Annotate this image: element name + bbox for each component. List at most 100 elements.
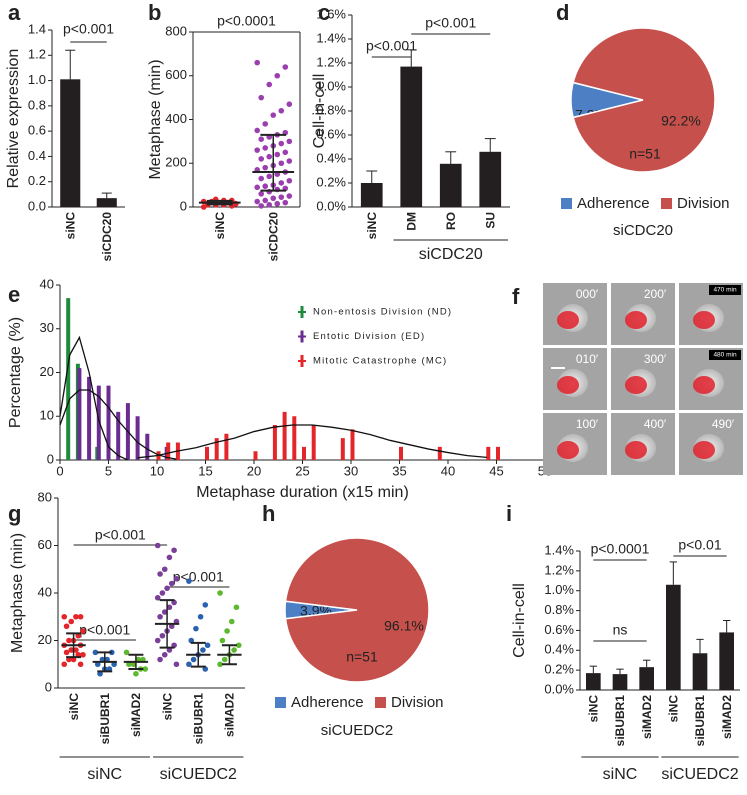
y-tick-label: 0 (180, 198, 187, 213)
x-tick-label: siCDC20 (266, 212, 280, 262)
y-tick-label: 0.8% (544, 602, 574, 617)
group-label: siCUEDC2 (160, 766, 237, 783)
legend-label: Non-entosis Division (ND) (313, 307, 452, 318)
data-point (173, 575, 180, 582)
legend-label: Adherence (577, 195, 650, 212)
data-point (262, 121, 269, 127)
y-axis-label: Percentage (%) (7, 317, 24, 428)
data-point (274, 200, 281, 207)
data-point (278, 140, 285, 147)
panel-letter: g (8, 501, 21, 526)
data-point (61, 613, 68, 620)
legend-label: Mitotic Catastrophe (MC) (313, 356, 447, 367)
y-tick-label: 0.4% (544, 642, 574, 657)
data-point (166, 604, 173, 611)
y-tick-label: 60 (38, 537, 52, 552)
y-tick-label: 0.0% (316, 198, 346, 213)
bar (612, 674, 628, 690)
y-tick-label: 0.4 (28, 148, 46, 163)
y-axis-label: Cell-in-cell (511, 583, 528, 658)
data-point (200, 647, 206, 653)
group-label: siCUEDC2 (661, 766, 738, 783)
y-tick-label: 1.0% (316, 78, 346, 93)
data-point (262, 197, 269, 204)
y-tick-label: 1.4% (544, 542, 574, 557)
data-point (197, 613, 204, 620)
bar (214, 438, 219, 460)
data-point (68, 647, 75, 653)
data-point (63, 623, 70, 630)
nucleus (557, 311, 579, 329)
data-point (190, 656, 197, 663)
data-point (286, 101, 293, 107)
data-point (282, 199, 289, 206)
frame-label: 490′ (712, 417, 735, 431)
bar (87, 376, 92, 460)
bar (145, 433, 150, 460)
x-tick-label: siMAD2 (640, 695, 654, 739)
x-tick-label: siMAD2 (223, 693, 237, 737)
data-point (154, 637, 161, 644)
data-point (262, 183, 269, 190)
y-tick-label: 800 (165, 23, 187, 38)
bar (205, 446, 209, 460)
frame-label: 300′ (644, 352, 667, 366)
data-point (142, 666, 149, 672)
y-axis-label: Relative expression (5, 49, 22, 189)
data-point (161, 651, 168, 658)
data-point (159, 590, 166, 596)
y-axis-label: Cell-in-cell (311, 74, 328, 149)
data-point (270, 112, 277, 118)
panel-letter: c (318, 0, 330, 25)
data-point (77, 661, 84, 668)
nucleus (693, 441, 715, 459)
data-point (161, 566, 168, 573)
y-axis-label: Metaphase (min) (147, 59, 164, 179)
data-point (254, 59, 260, 66)
y-tick-label: 0.0 (28, 198, 46, 213)
frame-label: 480 min (713, 352, 737, 359)
x-tick-label: siNC (160, 693, 174, 721)
bar (496, 446, 500, 460)
data-point (154, 594, 161, 601)
data-point (278, 160, 285, 167)
nucleus (625, 311, 647, 329)
data-point (286, 177, 293, 184)
annotation: ns (613, 622, 628, 638)
y-tick-label: 0.2% (316, 174, 346, 189)
y-tick-label: 0.2 (28, 173, 46, 188)
data-point (159, 632, 166, 639)
bar (60, 79, 81, 207)
data-point (258, 136, 265, 142)
bar (586, 673, 601, 690)
y-tick-label: 0.8% (316, 102, 346, 117)
data-point (217, 661, 223, 668)
y-tick-label: 1.0 (28, 72, 46, 87)
data-point (173, 661, 180, 668)
x-tick-label: siBUBR1 (693, 695, 707, 747)
group-label: siCDC20 (419, 246, 483, 263)
fit-curve (59, 389, 177, 460)
data-point (254, 184, 260, 191)
data-point (63, 649, 70, 656)
data-point (274, 72, 281, 79)
data-point (254, 198, 260, 205)
x-tick-label: siNC (213, 212, 227, 240)
x-tick-label: 15 (198, 463, 212, 478)
data-point (258, 94, 265, 101)
x-tick-label: 25 (295, 463, 309, 478)
panel-letter: i (506, 501, 512, 526)
annotation: p<0.001 (366, 38, 417, 54)
data-point (161, 609, 168, 615)
data-point (73, 613, 79, 620)
y-tick-label: 1.2% (544, 562, 574, 577)
data-point (231, 647, 237, 653)
bar (224, 433, 229, 460)
data-point (254, 127, 260, 134)
data-point (258, 156, 265, 162)
data-point (204, 642, 211, 649)
y-tick-label: 0.0% (544, 681, 574, 696)
bar (282, 411, 287, 460)
frame-label: 010′ (576, 352, 599, 366)
fit-curve (137, 424, 487, 459)
